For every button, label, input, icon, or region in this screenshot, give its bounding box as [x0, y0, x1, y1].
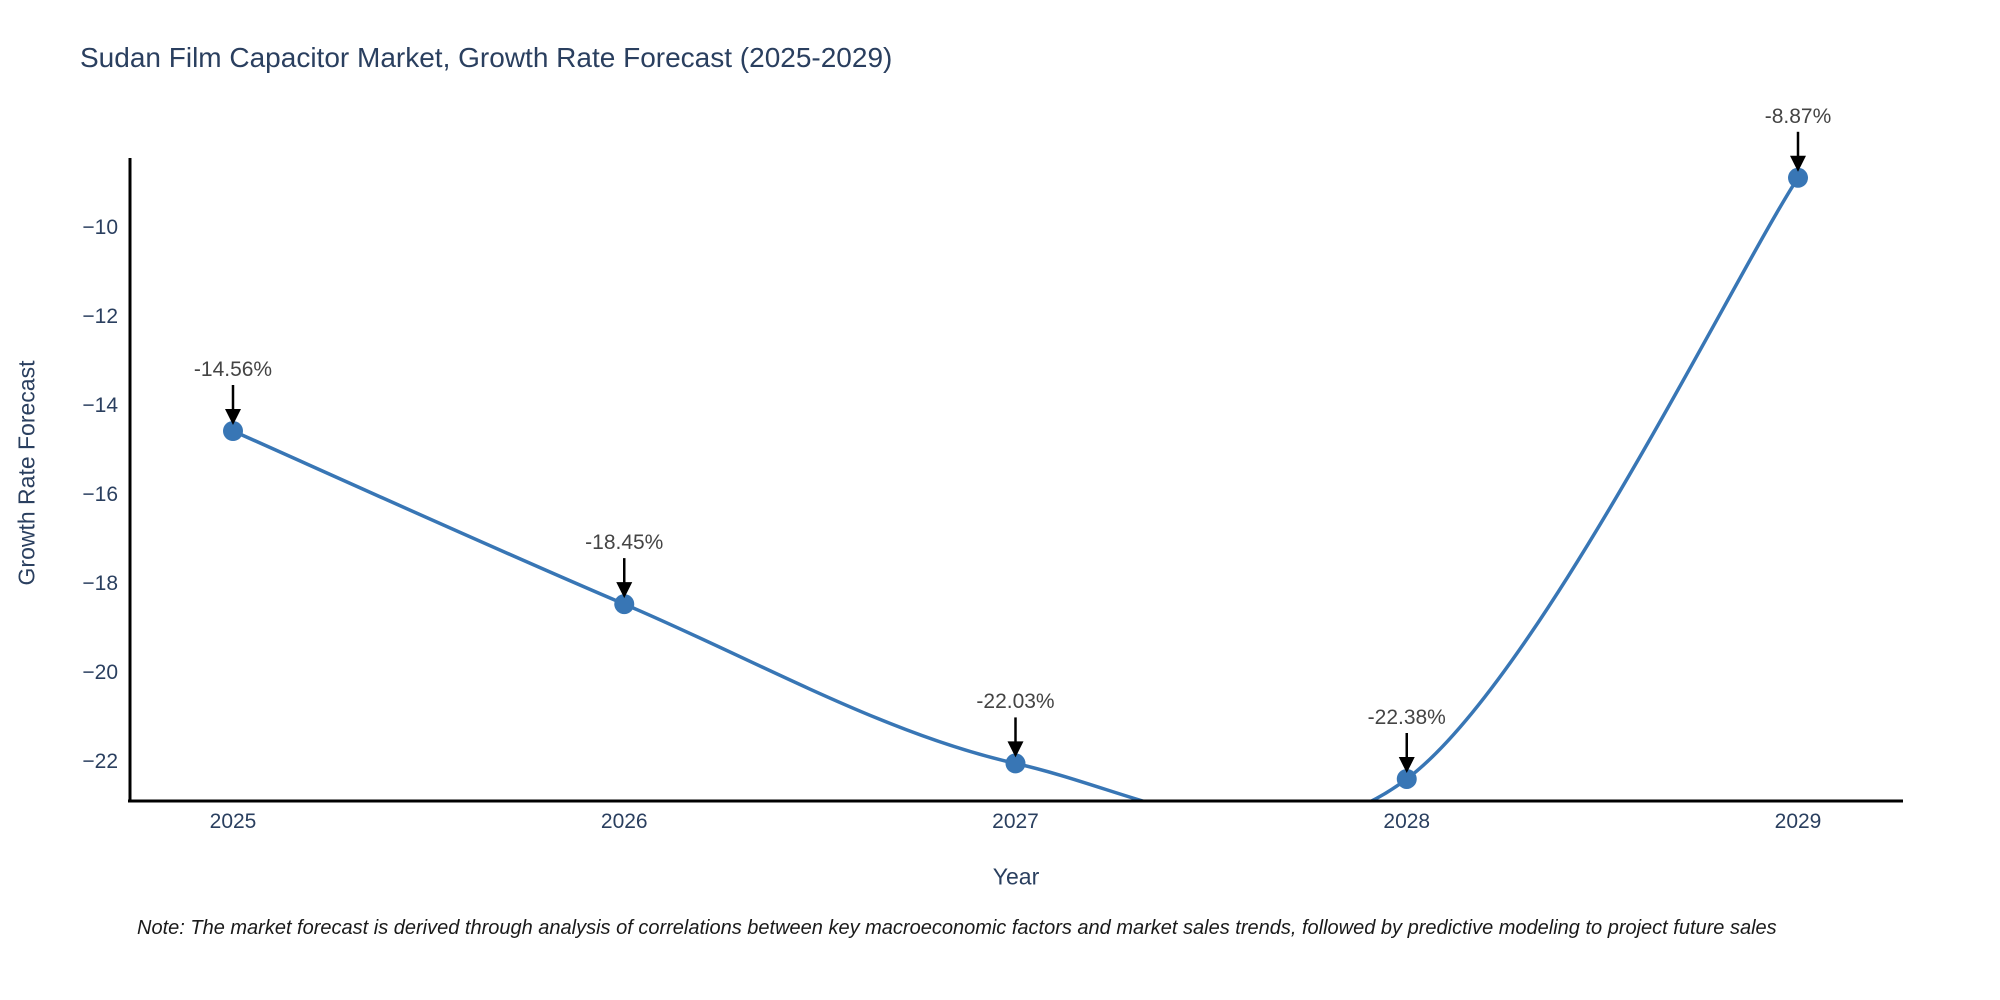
y-tick-label: −10: [82, 216, 118, 240]
y-tick-label: −22: [82, 750, 118, 774]
x-tick-label: 2028: [1383, 810, 1431, 833]
point-value-annotation: -22.03%: [976, 690, 1055, 714]
x-tick-label: 2025: [209, 810, 257, 833]
forecast-line: [232, 176, 1800, 801]
point-value-annotation: -22.38%: [1367, 705, 1446, 729]
x-axis-title: Year: [992, 863, 1040, 890]
y-tick-label: −14: [82, 394, 118, 418]
annotation-arrowhead: [1790, 155, 1806, 172]
x-tick-label: 2029: [1774, 810, 1822, 833]
footnote: Note: The market forecast is derived thr…: [137, 917, 1777, 939]
x-tick-label: 2027: [992, 810, 1039, 833]
point-value-annotation: -8.87%: [1764, 104, 1832, 128]
y-tick-label: −18: [82, 572, 118, 596]
y-tick-label: −20: [82, 661, 118, 685]
point-value-annotation: -14.56%: [193, 358, 273, 381]
data-point-marker: [1788, 167, 1808, 188]
annotation-arrowhead: [1398, 756, 1415, 773]
chart-title: Sudan Film Capacitor Market, Growth Rate…: [80, 42, 893, 73]
data-point-marker: [614, 594, 635, 615]
data-point-marker: [1396, 768, 1417, 789]
y-tick-label: −12: [82, 305, 118, 329]
annotation-arrowhead: [225, 409, 241, 425]
annotation-arrowhead: [1007, 741, 1024, 758]
point-value-annotation: -18.45%: [585, 531, 664, 555]
x-tick-label: 2026: [600, 810, 648, 833]
data-point-marker: [1005, 753, 1026, 774]
y-tick-label: −16: [82, 483, 118, 507]
data-point-marker: [223, 421, 243, 441]
annotation-arrowhead: [616, 582, 633, 599]
